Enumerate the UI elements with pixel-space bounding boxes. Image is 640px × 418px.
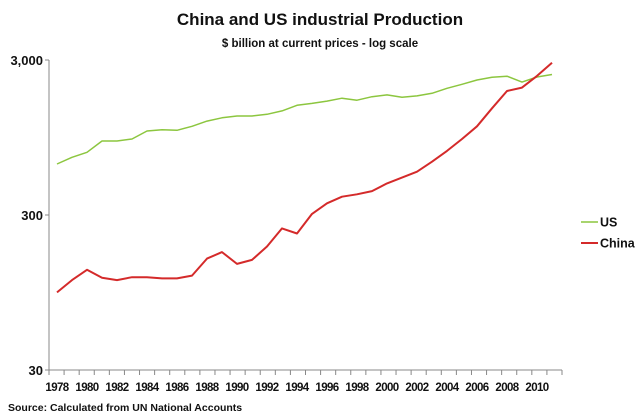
series-line-us <box>56 73 553 165</box>
source-note: Source: Calculated from UN National Acco… <box>8 402 242 414</box>
x-tick-label: 2008 <box>495 382 519 394</box>
y-tick-label: 300 <box>21 208 43 223</box>
x-tick-label: 2000 <box>375 382 398 394</box>
x-tick-label: 1986 <box>165 382 188 394</box>
x-tick-label: 2010 <box>525 382 548 394</box>
x-tick-label: 1980 <box>75 382 98 394</box>
legend-label-china: China <box>600 237 636 251</box>
x-tick-label: 1988 <box>195 382 219 394</box>
chart-title: China and US industrial Production <box>177 10 463 29</box>
chart-subtitle: $ billion at current prices - log scale <box>222 38 418 50</box>
legend: US China <box>581 216 636 251</box>
x-tick-label: 1998 <box>345 382 369 394</box>
y-tick-label: 30 <box>29 363 43 378</box>
x-tick-label: 1982 <box>105 382 128 394</box>
x-tick-label: 2004 <box>435 382 459 394</box>
series-lines <box>56 61 553 294</box>
x-tick-label: 1978 <box>45 382 69 394</box>
x-tick-label: 1984 <box>135 382 159 394</box>
x-tick-label: 1990 <box>225 382 248 394</box>
x-tick-label: 2002 <box>405 382 428 394</box>
series-line-china <box>56 61 553 294</box>
x-tick-label: 1992 <box>255 382 278 394</box>
x-tick-label: 2006 <box>465 382 488 394</box>
x-tick-label: 1994 <box>285 382 309 394</box>
x-tick-label: 1996 <box>315 382 338 394</box>
y-tick-label: 3,000 <box>10 53 43 68</box>
legend-label-us: US <box>600 216 617 230</box>
